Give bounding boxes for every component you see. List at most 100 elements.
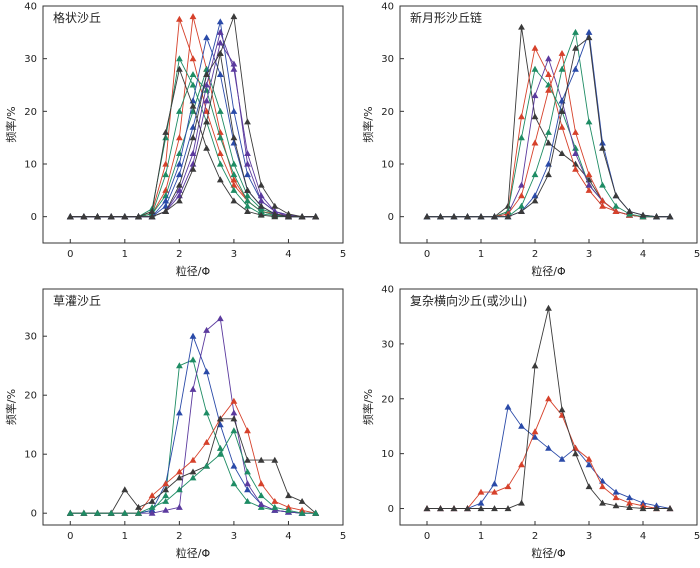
data-point-marker <box>599 197 606 204</box>
data-point-marker <box>230 171 238 178</box>
data-point-marker <box>162 171 170 178</box>
data-point-marker <box>216 415 224 422</box>
data-point-marker <box>162 197 170 204</box>
series-2 <box>66 13 320 220</box>
data-point-marker <box>612 208 620 214</box>
x-tick-label: 2 <box>176 531 182 542</box>
data-point-marker <box>599 181 606 188</box>
data-point-marker <box>437 213 444 220</box>
data-point-marker <box>203 439 210 445</box>
data-point-marker <box>244 456 251 463</box>
x-tick-label: 1 <box>478 249 484 260</box>
y-tick-label: 10 <box>24 160 37 171</box>
data-point-marker <box>189 356 197 363</box>
data-point-marker <box>450 505 458 512</box>
data-point-marker <box>531 197 539 204</box>
data-point-marker <box>585 28 593 35</box>
y-axis-label: 频率/% <box>4 389 18 425</box>
x-tick-label: 4 <box>285 531 291 542</box>
data-point-marker <box>257 480 265 487</box>
plot-frame <box>399 288 698 526</box>
data-point-marker <box>189 55 197 62</box>
data-point-marker <box>572 44 579 51</box>
series-line <box>70 41 316 218</box>
data-point-marker <box>80 213 88 220</box>
data-point-marker <box>285 213 292 220</box>
data-point-marker <box>189 165 197 172</box>
data-point-marker <box>148 498 156 504</box>
data-point-marker <box>176 107 183 114</box>
data-point-marker <box>203 34 210 41</box>
data-point-marker <box>518 461 525 468</box>
data-point-marker <box>162 129 170 135</box>
x-tick-label: 0 <box>424 249 430 260</box>
series-line <box>427 397 670 509</box>
x-tick-label: 5 <box>340 531 346 542</box>
series-line <box>427 308 670 509</box>
series-10 <box>66 13 320 220</box>
data-point-marker <box>162 480 170 487</box>
data-point-marker <box>257 456 265 463</box>
data-point-marker <box>203 409 210 416</box>
data-point-marker <box>437 505 444 512</box>
data-point-marker <box>257 211 265 218</box>
chart-title: 格状沙丘 <box>53 10 101 25</box>
series-1 <box>66 356 320 516</box>
data-point-marker <box>271 213 279 220</box>
data-point-marker <box>666 213 674 220</box>
data-point-marker <box>230 107 238 114</box>
data-point-marker <box>176 15 183 22</box>
data-point-marker <box>491 480 498 487</box>
y-tick-label: 0 <box>388 212 394 223</box>
data-point-marker <box>216 315 224 322</box>
x-tick-label: 2 <box>532 249 538 260</box>
data-point-marker <box>545 71 552 77</box>
data-point-marker <box>230 186 238 193</box>
data-point-marker <box>230 65 238 72</box>
chart-title: 复杂横向沙丘(或沙山) <box>410 293 527 308</box>
data-point-marker <box>531 433 539 440</box>
x-tick-label: 4 <box>640 249 646 260</box>
data-point-marker <box>176 409 183 416</box>
y-tick-label: 20 <box>24 391 37 402</box>
data-point-marker <box>653 213 660 220</box>
data-point-marker <box>176 486 183 493</box>
data-point-marker <box>531 113 539 120</box>
data-point-marker <box>572 129 579 135</box>
data-point-marker <box>599 202 606 209</box>
data-point-marker <box>585 118 593 125</box>
x-tick-label: 3 <box>231 249 237 260</box>
data-point-marker <box>504 505 512 512</box>
data-point-marker <box>244 480 251 487</box>
data-point-marker <box>135 213 142 220</box>
data-point-marker <box>189 102 197 109</box>
x-tick-label: 1 <box>122 249 128 260</box>
data-point-marker <box>531 139 539 146</box>
data-point-marker <box>599 139 606 146</box>
data-point-marker <box>518 208 525 214</box>
data-point-marker <box>518 181 525 188</box>
data-point-marker <box>477 213 485 220</box>
data-point-marker <box>216 450 224 457</box>
data-point-marker <box>450 213 458 220</box>
data-point-marker <box>558 123 566 130</box>
x-tick-label: 1 <box>122 531 128 542</box>
data-point-marker <box>148 509 156 516</box>
series-2 <box>423 395 674 512</box>
series-6 <box>66 18 320 220</box>
data-point-marker <box>94 213 101 220</box>
series-line <box>70 418 316 514</box>
data-point-marker <box>203 462 210 469</box>
data-point-marker <box>572 150 579 156</box>
data-point-marker <box>477 499 485 506</box>
data-point-marker <box>491 505 498 512</box>
data-point-marker <box>230 427 238 434</box>
data-point-marker <box>148 213 156 220</box>
data-point-marker <box>626 499 633 506</box>
y-tick-label: 10 <box>381 449 394 460</box>
y-tick-label: 30 <box>381 54 394 65</box>
data-point-marker <box>257 197 265 204</box>
data-point-marker <box>244 486 251 493</box>
data-point-marker <box>162 492 170 499</box>
